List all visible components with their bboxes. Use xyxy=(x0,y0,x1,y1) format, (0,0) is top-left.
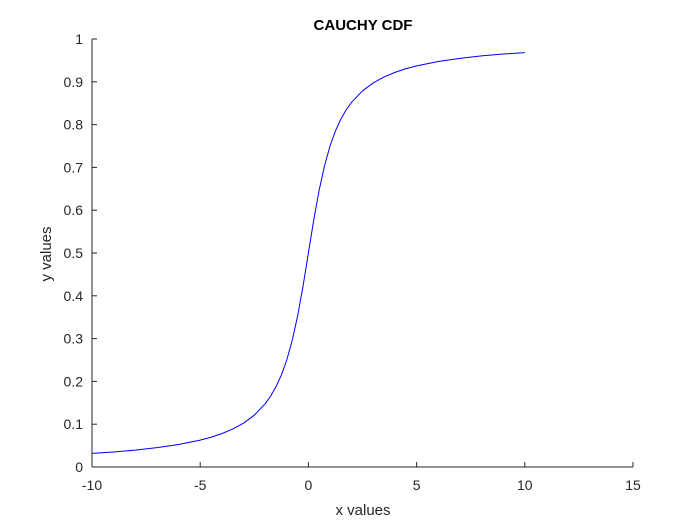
axes xyxy=(91,39,633,468)
y-tick-label: 0.2 xyxy=(64,373,84,389)
x-tick-label: 10 xyxy=(517,477,533,493)
x-axis-label: x values xyxy=(335,502,390,519)
y-tick-label: 0.1 xyxy=(64,416,84,432)
x-tick-label: -5 xyxy=(194,477,207,493)
y-tick-label: 0.7 xyxy=(64,159,84,175)
cdf-series-line xyxy=(91,52,525,454)
tick-marks xyxy=(91,38,634,468)
x-tick-label: -10 xyxy=(82,477,102,493)
y-tick-label: 0.5 xyxy=(64,245,84,261)
y-tick-label: 1 xyxy=(75,31,83,47)
y-tick-label: 0.8 xyxy=(64,117,84,133)
y-tick-label: 0.6 xyxy=(64,202,84,218)
y-axis-label: y values xyxy=(38,226,55,281)
series-group xyxy=(91,52,525,454)
x-tick-labels: -10 -5 0 5 10 15 xyxy=(82,477,641,493)
y-tick-labels: 0 0.1 0.2 0.3 0.4 0.5 0.6 0.7 0.8 0.9 1 xyxy=(64,31,84,475)
chart-title: CAUCHY CDF xyxy=(314,17,413,34)
y-tick-label: 0.9 xyxy=(64,74,84,90)
x-tick-label: 5 xyxy=(413,477,421,493)
y-tick-label: 0.4 xyxy=(64,288,84,304)
x-tick-label: 0 xyxy=(305,477,313,493)
x-tick-label: 15 xyxy=(625,477,641,493)
y-tick-label: 0.3 xyxy=(64,331,84,347)
y-tick-label: 0 xyxy=(75,459,83,475)
